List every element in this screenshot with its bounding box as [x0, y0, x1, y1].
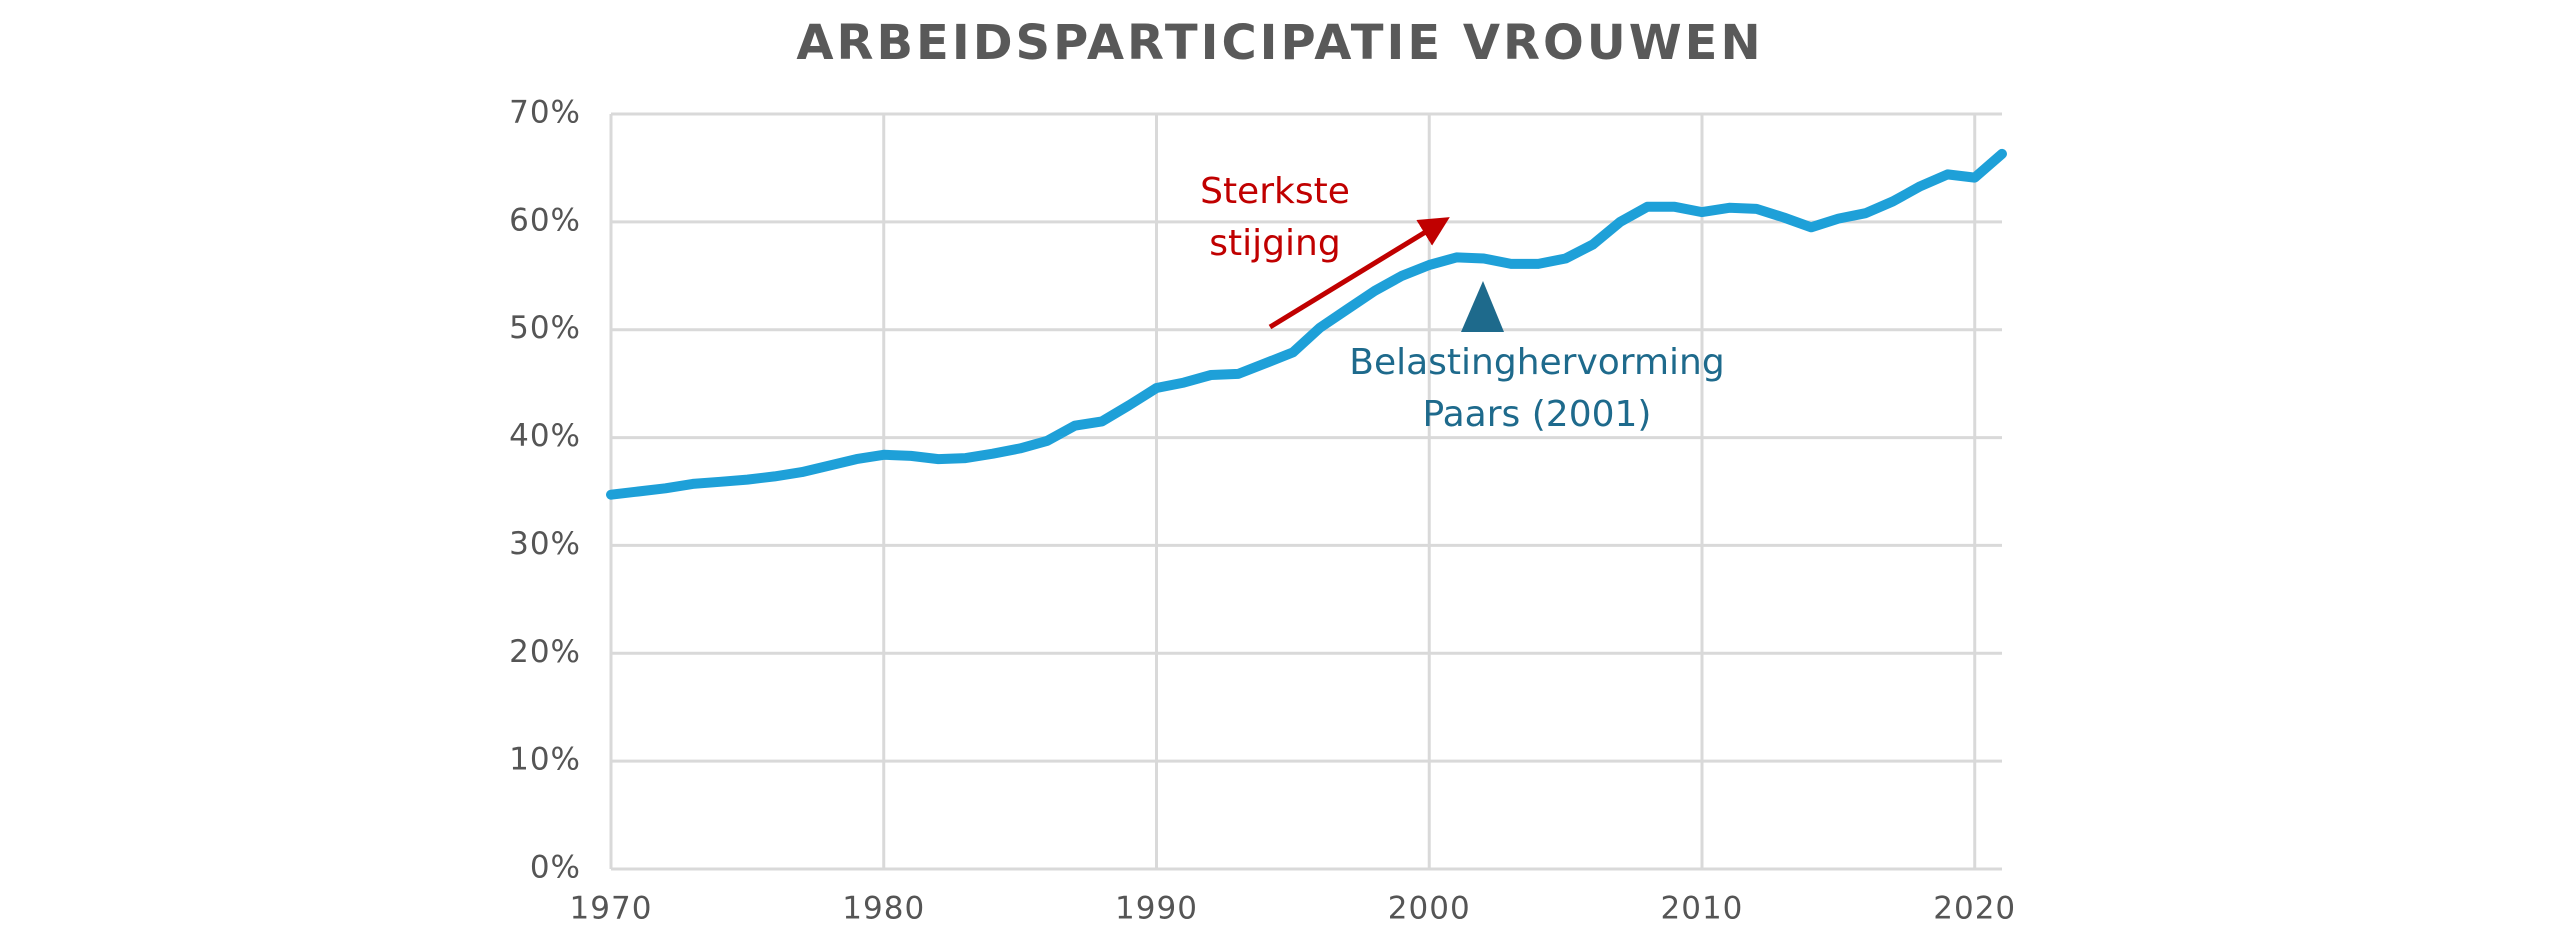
data-line: [606, 148, 2007, 500]
x-tick-label: 2010: [1661, 891, 1744, 927]
annotation-text: stijging: [1209, 223, 1340, 264]
annotation-marker: [1461, 281, 1504, 332]
annotation-text: Sterkste: [1200, 171, 1350, 212]
y-tick-label: 50%: [509, 310, 581, 346]
y-tick-label: 40%: [509, 418, 581, 454]
annotation-text: Belastinghervorming: [1349, 342, 1724, 383]
x-tick-label: 1990: [1115, 891, 1198, 927]
y-tick-label: 10%: [509, 742, 581, 778]
y-tick-label: 20%: [509, 634, 581, 670]
annotation-text: Paars (2001): [1423, 394, 1652, 435]
x-tick-label: 1970: [570, 891, 653, 927]
x-tick-label: 2000: [1388, 891, 1471, 927]
chart-title: ARBEIDSPARTICIPATIE VROUWEN: [796, 15, 1763, 71]
x-tick-label: 2020: [1933, 891, 2016, 927]
annotation-arrow: [1268, 217, 1450, 330]
y-tick-label: 0%: [530, 850, 581, 886]
y-tick-label: 60%: [509, 202, 581, 238]
x-tick-label: 1980: [842, 891, 925, 927]
y-tick-label: 30%: [509, 526, 581, 562]
y-tick-label: 70%: [509, 95, 581, 131]
